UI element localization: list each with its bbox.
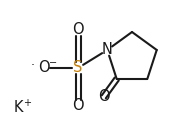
Text: S: S [73, 60, 83, 75]
Text: O: O [98, 89, 110, 104]
Text: O: O [72, 99, 84, 114]
Text: O: O [38, 60, 50, 75]
Text: ·: · [31, 60, 35, 73]
Text: N: N [102, 42, 113, 57]
Text: −: − [49, 58, 57, 68]
Text: +: + [23, 98, 31, 108]
Text: K: K [13, 100, 23, 115]
Text: O: O [72, 22, 84, 37]
